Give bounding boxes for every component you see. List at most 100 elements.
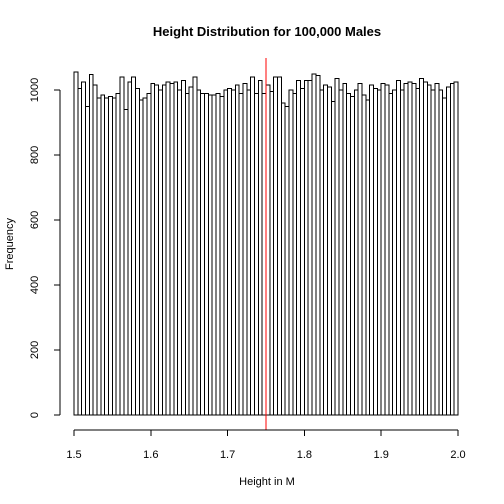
y-tick-label: 600 (29, 211, 41, 229)
x-tick-label: 1.8 (297, 449, 312, 461)
histogram-bar (161, 84, 167, 416)
x-axis: 1.5 1.6 1.7 1.8 1.9 2.0 (66, 429, 466, 461)
histogram-bar (127, 81, 133, 416)
histogram-bar (173, 81, 179, 416)
histogram-bar (119, 76, 125, 416)
histogram-bar (100, 94, 106, 416)
histogram-bar (361, 94, 367, 416)
histogram-bar (88, 73, 94, 416)
histogram-bar (396, 79, 401, 416)
histogram-bar (104, 97, 110, 416)
histogram-bar (353, 89, 359, 416)
histogram-bar (188, 86, 194, 416)
histogram-bar (111, 97, 117, 416)
histogram-bar (315, 74, 321, 416)
x-tick-label: 1.9 (374, 449, 389, 461)
histogram-bar (277, 76, 282, 416)
histogram-bar (338, 89, 344, 416)
histogram-bar (288, 89, 294, 416)
histogram-bar (430, 89, 436, 416)
histogram-bar (227, 87, 232, 416)
histogram-bar (223, 89, 229, 416)
x-tick-label: 1.7 (220, 449, 235, 461)
histogram-bar (407, 81, 413, 416)
histogram-bar (146, 92, 152, 416)
histogram-bar (365, 99, 371, 416)
histogram-bar (157, 89, 163, 416)
histogram-bar (246, 89, 252, 416)
histogram-bar (269, 91, 275, 416)
histogram-bar (449, 83, 455, 416)
x-tick-label: 1.6 (143, 449, 158, 461)
bars-group (73, 71, 459, 416)
histogram-bar (434, 83, 440, 416)
y-tick-label: 800 (29, 146, 41, 164)
histogram-bar (73, 71, 79, 416)
histogram-bar (300, 87, 305, 416)
histogram-bar (77, 87, 83, 416)
histogram-bar (219, 96, 225, 416)
chart-title: Height Distribution for 100,000 Males (153, 24, 381, 39)
histogram-bar (242, 83, 248, 416)
histogram-bar (330, 100, 336, 416)
histogram-bar (349, 96, 355, 416)
histogram-bar (250, 76, 255, 416)
histogram-bar (442, 97, 447, 416)
y-tick-label: 200 (29, 341, 41, 359)
histogram-bar (419, 78, 424, 416)
histogram-bar (280, 102, 286, 416)
histogram-bar (292, 92, 298, 416)
y-tick-label: 1000 (29, 78, 41, 102)
histogram-bar (273, 76, 279, 416)
histogram-bar (438, 89, 444, 416)
histogram-bar (165, 81, 171, 416)
histogram-bar (184, 92, 190, 416)
histogram-bar (284, 105, 290, 416)
histogram-bar (296, 79, 302, 416)
histogram-bar (92, 84, 98, 416)
histogram-bar (453, 81, 459, 416)
y-axis: 0 200 400 600 800 1000 (29, 78, 61, 418)
histogram-bar (230, 89, 236, 416)
histogram-bar (369, 84, 375, 416)
histogram-bar (388, 92, 394, 416)
histogram-bar (257, 79, 263, 416)
histogram-bar (307, 79, 313, 416)
histogram-bar (238, 92, 244, 416)
x-axis-label: Height in M (239, 476, 295, 488)
histogram-bar (123, 109, 129, 416)
histogram-bar (326, 86, 332, 416)
histogram-bar (422, 81, 428, 416)
histogram-bar (192, 76, 198, 416)
histogram-bar (234, 84, 240, 416)
histogram-bar (253, 92, 259, 416)
histogram-bar (81, 81, 87, 416)
histogram-bar (411, 83, 417, 416)
histogram-bar (96, 97, 102, 416)
histogram-bar (200, 92, 206, 416)
histogram-bar (207, 94, 213, 416)
histogram-bar (169, 83, 175, 416)
histogram-bar (150, 83, 156, 416)
histogram-bar (196, 89, 202, 416)
histogram-bar (115, 92, 121, 416)
histogram-bar (211, 94, 217, 416)
x-tick-label: 1.5 (66, 449, 81, 461)
histogram-bar (392, 89, 398, 416)
x-tick-label: 2.0 (450, 449, 465, 461)
histogram-bar (334, 78, 340, 416)
histogram-bar (85, 105, 90, 416)
histogram-bar (181, 79, 186, 416)
histogram-bar (342, 83, 348, 416)
histogram-bar (380, 83, 386, 416)
histogram-bar (154, 84, 159, 416)
histogram-bar (445, 86, 451, 416)
histogram-bar (399, 89, 405, 416)
histogram-bar (415, 87, 421, 416)
histogram-bar (131, 76, 136, 416)
histogram-bar (215, 92, 221, 416)
histogram-bar (311, 73, 317, 416)
histogram-bar (261, 92, 267, 416)
histogram-bar (108, 96, 113, 416)
histogram-bar (138, 99, 144, 416)
